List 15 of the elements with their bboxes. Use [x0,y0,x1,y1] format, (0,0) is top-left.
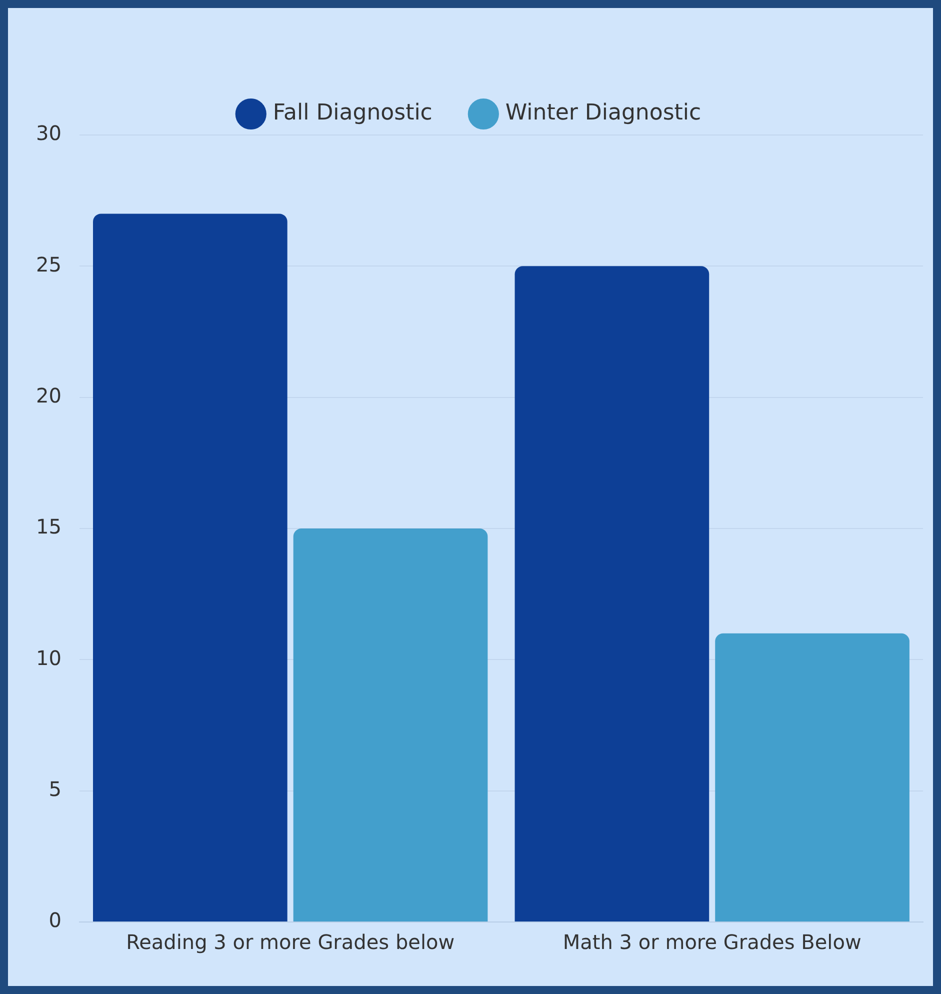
y-tick-label: 25 [36,252,62,276]
x-tick-label: Math 3 or more Grades Below [562,930,862,954]
bar [293,528,488,922]
bar [93,214,288,922]
y-tick-label: 15 [36,514,62,539]
y-tick-label: 20 [36,384,62,408]
y-tick-label: 10 [36,646,62,670]
legend-label: Winter Diagnostic [505,100,702,126]
legend-label: Fall Diagnostic [272,100,432,126]
y-tick-label: 0 [48,908,62,932]
y-tick-label: 5 [48,777,62,802]
bar [715,633,910,922]
bar [514,266,710,922]
x-tick-label: Reading 3 or more Grades below [126,930,455,954]
y-tick-label: 30 [36,121,62,146]
